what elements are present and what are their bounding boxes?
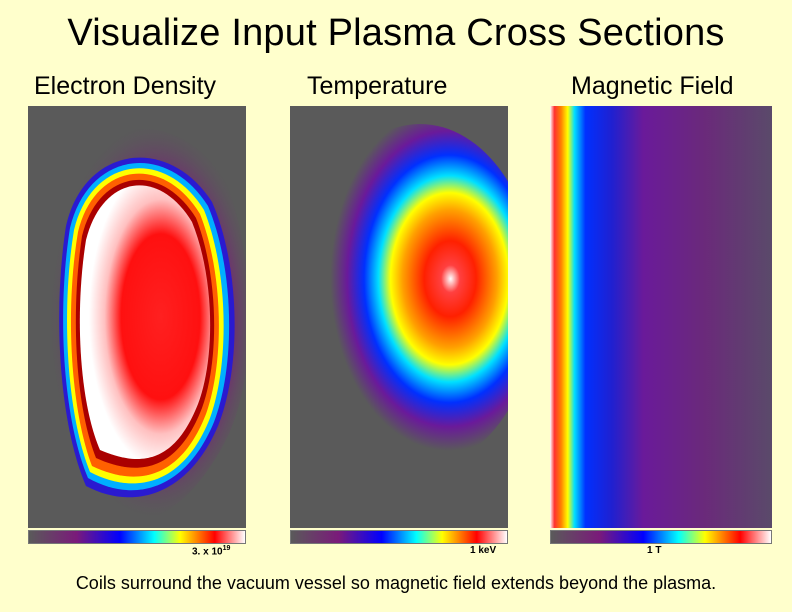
magnetic-field-colorbar-label: 1 T <box>647 545 662 556</box>
panel-label-electron-density: Electron Density <box>34 72 217 100</box>
panel-label-magnetic-field: Magnetic Field <box>571 72 734 100</box>
temperature-colorbar-label: 1 keV <box>470 545 497 556</box>
page-title: Visualize Input Plasma Cross Sections <box>67 12 725 54</box>
temperature-colorbar <box>290 530 508 544</box>
caption: Coils surround the vacuum vessel so magn… <box>75 573 717 593</box>
electron-density-colorbar <box>28 530 246 544</box>
magnetic-field-plot <box>550 106 772 528</box>
temperature-plot <box>290 106 508 528</box>
magnetic-field-colorbar <box>550 530 772 544</box>
electron-density-plot <box>28 106 246 528</box>
panel-label-temperature: Temperature <box>307 72 448 100</box>
electron-density-colorbar-label: 3. x 1019 <box>192 545 231 558</box>
